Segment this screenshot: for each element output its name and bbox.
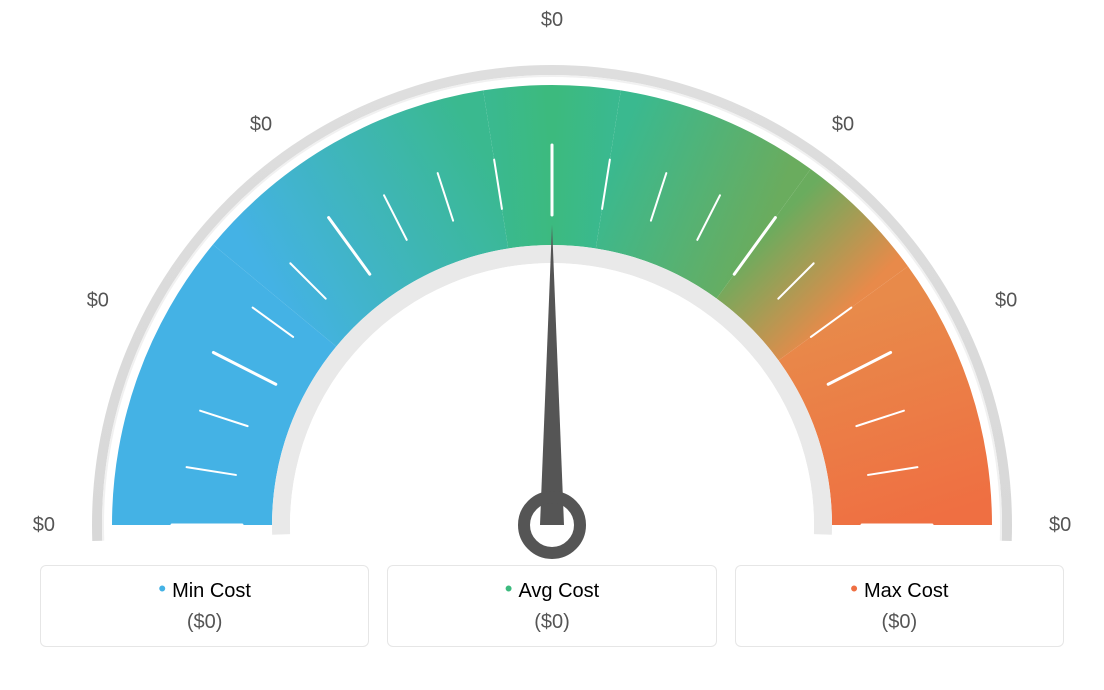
legend-dot-avg: • (505, 576, 513, 601)
gauge-chart: $0 $0 $0 $0 $0 $0 $0 (0, 0, 1104, 560)
legend-label-text-avg: Avg Cost (518, 580, 599, 602)
legend-label-min: •Min Cost (51, 580, 358, 603)
gauge-tick-label: $0 (832, 114, 854, 136)
gauge-tick-label: $0 (995, 289, 1017, 311)
gauge-tick-label: $0 (87, 289, 109, 311)
legend-value-min: ($0) (51, 611, 358, 634)
legend-box-avg: •Avg Cost ($0) (387, 565, 716, 647)
legend-label-text-min: Min Cost (172, 580, 251, 602)
legend-row: •Min Cost ($0) •Avg Cost ($0) •Max Cost … (40, 565, 1064, 647)
legend-value-avg: ($0) (398, 611, 705, 634)
gauge-tick-label: $0 (250, 114, 272, 136)
legend-dot-min: • (158, 576, 166, 601)
legend-label-avg: •Avg Cost (398, 580, 705, 603)
legend-value-max: ($0) (746, 611, 1053, 634)
legend-box-max: •Max Cost ($0) (735, 565, 1064, 647)
gauge-svg: $0 $0 $0 $0 $0 $0 $0 (0, 0, 1104, 560)
gauge-tick-label: $0 (541, 9, 563, 31)
gauge-tick-label: $0 (33, 514, 55, 536)
legend-label-max: •Max Cost (746, 580, 1053, 603)
legend-dot-max: • (850, 576, 858, 601)
legend-label-text-max: Max Cost (864, 580, 948, 602)
gauge-tick-label: $0 (1049, 514, 1071, 536)
legend-box-min: •Min Cost ($0) (40, 565, 369, 647)
